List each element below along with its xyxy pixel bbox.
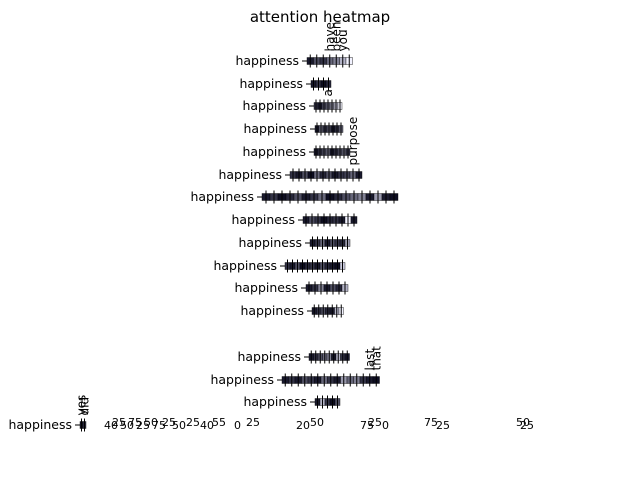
heatmap-row: happiness <box>243 121 344 136</box>
column-label: that <box>369 346 383 371</box>
heatmap-row: happiness <box>243 394 341 409</box>
heatmap-row: happiness <box>240 303 344 318</box>
stray-tick-label: 75 <box>360 419 374 432</box>
stray-tick-label: 75 <box>128 416 142 429</box>
stray-tick-label: 25 <box>162 416 176 429</box>
row-label: happiness <box>237 349 301 364</box>
column-label: purpose <box>346 117 360 166</box>
row-label: happiness <box>210 372 274 387</box>
stray-tick-label: 25 <box>186 416 200 429</box>
column-label: last <box>363 349 377 371</box>
heatmap-row: happiness <box>190 189 399 204</box>
stray-tick-label: 25 <box>368 416 382 429</box>
row-label: happiness <box>242 98 306 113</box>
heatmap-row: happiness <box>238 235 351 250</box>
row-label: happiness <box>213 258 277 273</box>
stray-tick-label: 0 <box>382 419 389 432</box>
heatmap-row: happiness <box>234 280 349 295</box>
heatmap-row: happiness <box>213 258 346 273</box>
heatmap-row: happiness <box>242 144 351 159</box>
row-label: happiness <box>240 303 304 318</box>
stray-tick-label: 20 <box>296 419 310 432</box>
row-label: happiness <box>239 76 303 91</box>
heatmap-row: happiness purpose <box>218 117 363 182</box>
stray-tick-label: 25 <box>436 419 450 432</box>
stray-tick-label: 50 <box>144 416 158 429</box>
chart-title: attention heatmap <box>250 8 390 26</box>
row-label: happiness <box>218 167 282 182</box>
stray-tick-label: 75 <box>424 416 438 429</box>
column-label: a <box>321 89 335 96</box>
stray-tick-label: 25 <box>112 416 126 429</box>
row-label: happiness <box>8 417 72 432</box>
column-label: been <box>329 22 343 52</box>
column-label: did <box>78 397 92 416</box>
stray-tick-label: 40 <box>200 419 214 432</box>
stray-tick-label: 25 <box>246 416 260 429</box>
row-label: happiness <box>231 212 295 227</box>
column-label: have <box>323 22 337 51</box>
stray-tick-label: 50 <box>120 419 134 432</box>
stray-tick-label: 40 <box>104 419 118 432</box>
heatmap-row: happiness <box>231 212 358 227</box>
heatmap-row: happiness <box>237 349 350 364</box>
stray-tick-label: 55 <box>212 416 226 429</box>
row-label: happiness <box>190 189 254 204</box>
heatmap-row: happiness a <box>242 89 343 113</box>
stray-tick-label: 0 <box>234 419 241 432</box>
heatmap-row: happiness <box>239 76 332 91</box>
stray-tick-label: 50 <box>172 419 186 432</box>
row-label: happiness <box>243 394 307 409</box>
row-label: happiness <box>238 235 302 250</box>
stray-tick-label: 25 <box>520 419 534 432</box>
heatmap-rows: happinesshavebeenyouhappinesshappinessah… <box>8 22 399 432</box>
row-label: happiness <box>243 121 307 136</box>
row-label: happiness <box>234 280 298 295</box>
stray-tick-label: 75 <box>152 419 166 432</box>
column-label: yes <box>75 395 89 416</box>
stray-tick-label: 50 <box>310 416 324 429</box>
row-label: happiness <box>242 144 306 159</box>
column-label: you <box>336 29 350 51</box>
row-label: happiness <box>235 53 299 68</box>
stray-tick-label: 25 <box>136 419 150 432</box>
stray-tick-label: 50 <box>516 416 530 429</box>
